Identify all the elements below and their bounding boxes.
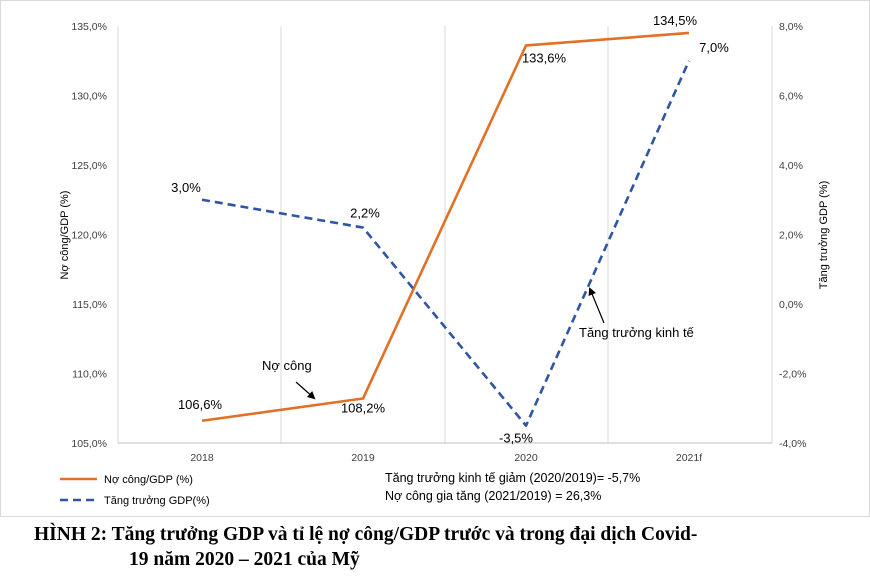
data-label-no-cong: 106,6%: [178, 397, 223, 412]
annotation-no-cong: Nợ công: [262, 358, 312, 373]
annotation-tang-truong: Tăng trưởng kinh tế: [579, 325, 695, 340]
right-tick-label: 8,0%: [779, 21, 803, 33]
chart-svg: 105,0% 110,0% 115,0% 120,0% 125,0% 130,0% 135,…: [0, 0, 870, 517]
right-tick-label: 6,0%: [779, 91, 803, 103]
annotation-layer: Nợ công Tăng trưởng kinh tế: [262, 287, 695, 400]
left-tick-label: 130,0%: [71, 91, 107, 103]
chart-border: [0, 0, 870, 517]
right-tick-label: -2,0%: [779, 369, 806, 381]
annotation-arrow-no-cong: [295, 381, 316, 400]
legend-label-no-cong: Nợ công/GDP (%): [104, 474, 193, 486]
series-line-tang-truong: [201, 60, 691, 427]
grid: [117, 26, 773, 444]
legend-label-tang-truong: Tăng trưởng GDP(%): [104, 495, 210, 507]
data-label-no-cong: 133,6%: [522, 50, 567, 65]
x-tick-label: 2018: [190, 452, 214, 464]
series-layer: 106,6% 108,2% 133,6% 134,5% 3,0% 2,2% -3,5% 7,0…: [171, 13, 729, 446]
data-label-no-cong: 108,2%: [341, 401, 386, 416]
right-tick-label: 0,0%: [779, 299, 803, 311]
annotation-arrow-tang-truong: [588, 287, 605, 324]
data-label-no-cong: 134,5%: [653, 13, 698, 28]
left-tick-label: 115,0%: [72, 299, 107, 311]
left-tick-label: 120,0%: [71, 230, 107, 242]
right-tick-label: -4,0%: [779, 438, 806, 450]
legend: Nợ công/GDP (%) Tăng trưởng GDP(%) Tăng tr…: [60, 471, 640, 507]
left-tick-label: 125,0%: [71, 160, 107, 172]
left-tick-label: 135,0%: [71, 21, 107, 33]
x-tick-label: 2021f: [676, 452, 702, 464]
left-tick-label: 105,0%: [71, 438, 107, 450]
left-tick-label: 110,0%: [72, 369, 107, 381]
figure-caption: HÌNH 2: Tăng trưởng GDP và tỉ lệ nợ công…: [34, 522, 864, 572]
note-line-1: Tăng trưởng kinh tế giảm (2020/2019)= -5…: [385, 471, 640, 485]
axes: 105,0% 110,0% 115,0% 120,0% 125,0% 130,0% 135,…: [59, 21, 830, 464]
right-axis-title: Tăng trưởng GDP (%): [818, 181, 830, 290]
data-label-tang-truong: -3,5%: [499, 431, 533, 446]
x-tick-label: 2019: [351, 452, 375, 464]
right-tick-label: 2,0%: [779, 230, 803, 242]
note-line-2: Nợ công gia tăng (2021/2019) = 26,3%: [385, 489, 601, 503]
caption-line-2: 19 năm 2020 – 2021 của Mỹ: [129, 549, 360, 570]
data-label-tang-truong: 7,0%: [699, 40, 729, 55]
caption-line-1: HÌNH 2: Tăng trưởng GDP và tỉ lệ nợ công…: [34, 524, 698, 545]
data-label-tang-truong: 3,0%: [171, 180, 201, 195]
chart: 105,0% 110,0% 115,0% 120,0% 125,0% 130,0% 135,…: [0, 0, 870, 517]
series-line-no-cong: [201, 31, 690, 423]
data-label-tang-truong: 2,2%: [350, 206, 380, 221]
right-tick-label: 4,0%: [779, 160, 803, 172]
x-tick-label: 2020: [514, 452, 538, 464]
left-axis-title: Nợ công/GDP (%): [59, 191, 71, 280]
